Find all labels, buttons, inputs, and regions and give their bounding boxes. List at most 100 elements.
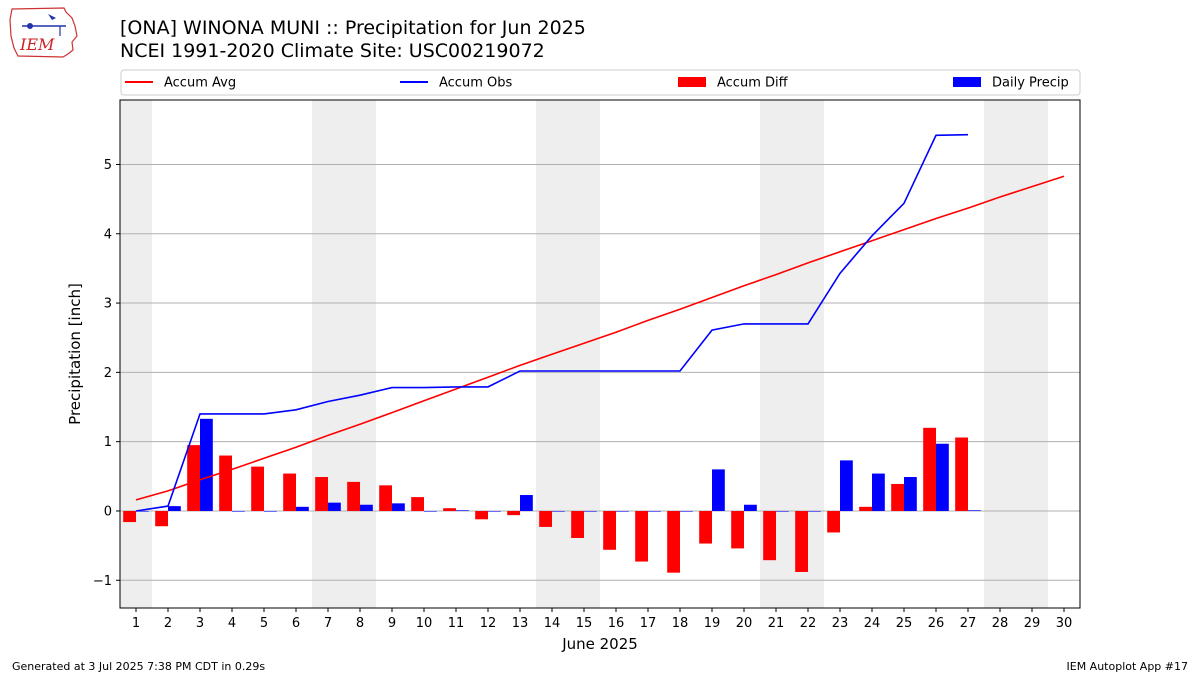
accum-diff-bar — [155, 510, 168, 527]
x-tick-label: 16 — [608, 616, 625, 631]
y-tick-label: 0 — [104, 504, 112, 519]
x-tick-label: 19 — [704, 616, 721, 631]
daily-precip-bar — [456, 510, 469, 511]
x-tick-label: 15 — [576, 616, 593, 631]
accum-avg-line — [135, 175, 1065, 501]
bars — [123, 418, 981, 573]
accum-diff-bar — [251, 466, 264, 511]
daily-precip-bar — [200, 418, 213, 511]
accum-diff-bar — [699, 510, 712, 544]
accum-diff-bar — [667, 510, 680, 573]
daily-precip-bar — [264, 510, 277, 512]
x-tick-label: 4 — [228, 616, 236, 631]
accum-diff-bar — [539, 510, 552, 527]
daily-precip-bar — [680, 510, 693, 512]
daily-precip-bar — [424, 510, 437, 512]
daily-precip-bar — [616, 510, 629, 512]
x-tick-label: 22 — [800, 616, 817, 631]
legend-swatch-daily-precip — [953, 77, 981, 87]
accum-diff-bar — [219, 455, 232, 511]
x-tick-label: 29 — [1024, 616, 1041, 631]
x-tick-label: 23 — [832, 616, 849, 631]
accum-diff-bar — [955, 437, 968, 511]
x-tick-label: 5 — [260, 616, 268, 631]
accum-diff-bar — [923, 427, 936, 511]
x-tick-label: 3 — [196, 616, 204, 631]
y-tick-label: 3 — [104, 297, 112, 312]
daily-precip-bar — [904, 477, 917, 511]
x-tick-label: 12 — [480, 616, 497, 631]
y-tick-label: 2 — [104, 366, 112, 381]
y-tick-label: 4 — [104, 227, 112, 242]
x-tick-label: 26 — [928, 616, 945, 631]
x-tick-label: 30 — [1056, 616, 1073, 631]
legend-swatch-accum-diff — [678, 77, 706, 87]
daily-precip-bar — [936, 443, 949, 511]
accum-diff-bar — [475, 510, 488, 520]
accum-diff-bar — [891, 483, 904, 511]
daily-precip-bar — [968, 510, 981, 511]
x-tick-label: 21 — [768, 616, 785, 631]
plot-frame — [119, 99, 1081, 609]
x-tick-label: 13 — [512, 616, 529, 631]
daily-precip-bar — [840, 460, 853, 511]
weekend-shade — [984, 100, 1048, 608]
accum-diff-bar — [379, 485, 392, 511]
x-tick-label: 8 — [356, 616, 364, 631]
accum-diff-bar — [443, 508, 456, 511]
daily-precip-bar — [776, 510, 789, 512]
daily-precip-bar — [168, 506, 181, 511]
x-tick-label: 17 — [640, 616, 657, 631]
accum-diff-bar — [283, 473, 296, 511]
accum-diff-bar — [571, 510, 584, 539]
accum-diff-bar — [635, 510, 648, 562]
daily-precip-bar — [232, 510, 245, 512]
daily-precip-bar — [136, 510, 149, 512]
legend-label-accum-obs: Accum Obs — [439, 76, 512, 91]
accum-diff-bar — [603, 510, 616, 550]
y-tick-label: −1 — [93, 574, 112, 589]
legend: Accum Avg Accum Obs Accum Diff Daily Precip — [120, 69, 1081, 96]
x-tick-label: 2 — [164, 616, 172, 631]
daily-precip-bar — [328, 502, 341, 511]
x-tick-label: 6 — [292, 616, 300, 631]
x-tick-label: 9 — [388, 616, 396, 631]
accum-diff-bar — [187, 445, 200, 511]
daily-precip-bar — [488, 510, 501, 512]
x-tick-label: 20 — [736, 616, 753, 631]
x-tick-label: 14 — [544, 616, 561, 631]
accum-diff-bar — [731, 510, 744, 549]
daily-precip-bar — [296, 506, 309, 511]
x-axis-ticks: 1 2 3 4 5 6 7 8 9 10 11 12 13 14 15 16 17 18 19 20 21 22 23 24 2… — [132, 608, 1072, 631]
x-tick-label: 25 — [896, 616, 913, 631]
iem-logo: IEM — [9, 7, 78, 58]
daily-precip-bar — [744, 504, 757, 511]
app-label: IEM Autoplot App #17 — [1066, 660, 1189, 673]
accum-diff-bar — [315, 477, 328, 511]
y-tick-label: 1 — [104, 435, 112, 450]
lines — [135, 133, 1065, 512]
weekend-shade — [312, 100, 376, 608]
x-tick-label: 18 — [672, 616, 689, 631]
accum-diff-bar — [795, 510, 808, 572]
daily-precip-bar — [392, 503, 405, 511]
accum-diff-bar — [123, 510, 136, 523]
accum-diff-bar — [827, 510, 840, 533]
accum-diff-bar — [763, 510, 776, 561]
x-axis-label: June 2025 — [561, 635, 638, 653]
legend-label-accum-diff: Accum Diff — [717, 76, 789, 91]
accum-diff-bar — [507, 510, 520, 516]
accum-obs-line — [135, 133, 969, 512]
accum-diff-bar — [411, 497, 424, 511]
daily-precip-bar — [648, 510, 661, 512]
daily-precip-bar — [712, 469, 725, 511]
chart-title: [ONA] WINONA MUNI :: Precipitation for J… — [120, 17, 586, 39]
y-tick-label: 5 — [104, 158, 112, 173]
x-tick-label: 1 — [132, 616, 140, 631]
daily-precip-bar — [808, 510, 821, 512]
x-tick-label: 11 — [448, 616, 465, 631]
chart-subtitle: NCEI 1991-2020 Climate Site: USC00219072 — [120, 40, 545, 62]
daily-precip-bar — [552, 510, 565, 512]
x-tick-label: 10 — [416, 616, 433, 631]
